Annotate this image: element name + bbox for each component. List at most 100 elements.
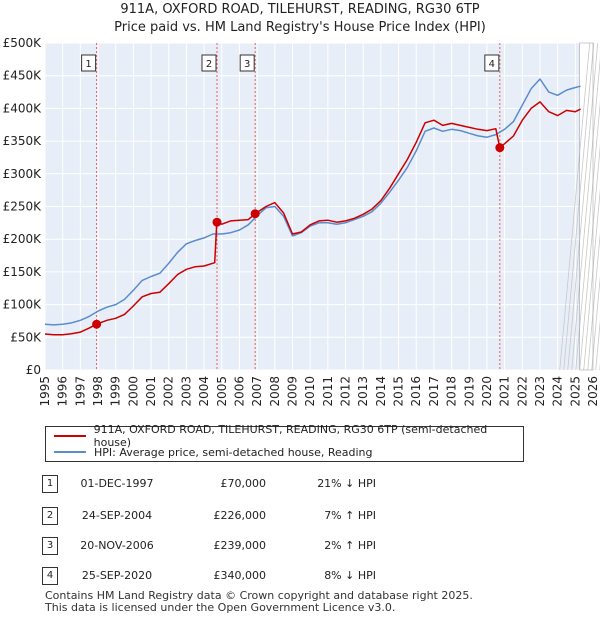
tx-hpi-change: 8% ↓ HPI (324, 569, 376, 582)
tx-price: £239,000 (213, 539, 267, 552)
sale-label-box (81, 54, 97, 72)
sale-label-number: 2 (206, 59, 212, 70)
x-tick-label: 2025 (568, 376, 582, 407)
x-axis: 1995 1996 1997 1998 1999 2000 2001 2002 2003 2004… (38, 376, 600, 407)
x-tick-label: 2009 (285, 376, 299, 407)
sale-label-number: 4 (489, 59, 495, 70)
sale-label-box (239, 54, 255, 72)
x-tick-label: 2022 (515, 376, 529, 407)
x-tick-label: 2002 (162, 376, 176, 407)
y-tick-label: £200K (3, 232, 43, 246)
x-tick-label: 2008 (268, 376, 282, 407)
legend-swatch-property (54, 435, 86, 437)
legend-item-hpi: HPI: Average price, semi-detached house,… (54, 444, 373, 460)
x-tick-label: 2005 (215, 376, 229, 407)
forecast-hatch (575, 101, 600, 371)
x-tick-label: 1997 (73, 376, 87, 407)
x-tick-label: 2019 (462, 376, 476, 407)
x-tick-label: 2012 (339, 376, 353, 407)
series-line-property (44, 101, 581, 336)
y-tick-label: £450K (3, 69, 43, 83)
forecast-hatch (563, 42, 595, 371)
sale-point (92, 319, 102, 329)
chart-subtitle: Price paid vs. HM Land Registry's House … (114, 20, 486, 35)
x-tick-label: 2017 (427, 376, 441, 407)
footer-attribution: Contains HM Land Registry data © Crown c… (45, 590, 473, 614)
sale-labels: 1 2 3 4 (81, 54, 500, 72)
x-tick-label: 2001 (144, 376, 158, 407)
series-line-hpi (44, 78, 581, 326)
forecast-hatch (571, 57, 600, 371)
x-tick-label: 2010 (303, 376, 317, 407)
x-tick-label: 2024 (551, 376, 565, 407)
x-tick-label: 2013 (356, 376, 370, 407)
tx-hpi-change: 21% ↓ HPI (317, 477, 376, 490)
sale-marker-lines (96, 43, 501, 370)
x-tick-label: 2014 (374, 376, 388, 407)
tx-date: 24-SEP-2004 (81, 509, 153, 522)
legend: 911A, OXFORD ROAD, TILEHURST, READING, R… (45, 423, 524, 462)
sale-point (212, 217, 222, 227)
tx-hpi-change: 2% ↑ HPI (324, 539, 376, 552)
x-tick-label: 2020 (480, 376, 494, 407)
tx-price: £340,000 (213, 569, 267, 582)
x-tick-label: 2018 (445, 376, 459, 407)
tx-price: £226,000 (213, 509, 267, 522)
series-lines (44, 78, 581, 336)
y-tick-label: £50K (10, 330, 42, 344)
legend-label-property: 911A, OXFORD ROAD, TILEHURST, READING, R… (93, 423, 488, 449)
sale-label-number: 3 (244, 59, 250, 70)
x-tick-label: 2003 (179, 376, 193, 407)
sale-label-box (484, 54, 500, 72)
tx-date: 25-SEP-2020 (81, 569, 153, 582)
y-tick-label: £350K (3, 134, 43, 148)
y-tick-label: £100K (3, 298, 43, 312)
y-tick-label: £500K (3, 36, 43, 50)
forecast-hatch (567, 42, 599, 371)
forecast-border (579, 42, 594, 371)
tx-hpi-change: 7% ↑ HPI (324, 509, 376, 522)
y-tick-label: £0 (26, 363, 41, 377)
x-tick-label: 1998 (91, 376, 105, 407)
x-tick-label: 2026 (586, 376, 600, 407)
y-tick-label: £250K (3, 200, 43, 214)
tx-price: £70,000 (220, 477, 267, 490)
x-tick-label: 2004 (197, 376, 211, 407)
x-tick-label: 2023 (533, 376, 547, 407)
sale-point (250, 209, 260, 219)
tx-date: 20-NOV-2006 (80, 539, 154, 552)
tx-date: 01-DEC-1997 (80, 477, 154, 490)
forecast-hatch (587, 232, 600, 371)
y-axis: £0 £50K £100K £150K £200K £250K £300K £350K £400… (3, 36, 43, 377)
tx-number-badge: 2 (42, 507, 58, 525)
x-tick-label: 2006 (232, 376, 246, 407)
chart-title: 911A, OXFORD ROAD, TILEHURST, READING, R… (120, 2, 480, 17)
x-tick-label: 2015 (392, 376, 406, 407)
x-tick-label: 2021 (498, 376, 512, 407)
y-tick-label: £400K (3, 101, 43, 115)
footer-line-copyright: Contains HM Land Registry data © Crown c… (45, 589, 473, 602)
forecast-region (559, 42, 600, 371)
x-tick-label: 2000 (126, 376, 140, 407)
legend-item-property: 911A, OXFORD ROAD, TILEHURST, READING, R… (54, 423, 523, 449)
tx-number-badge: 1 (42, 475, 58, 493)
x-tick-label: 2016 (409, 376, 423, 407)
tx-number-badge: 4 (42, 567, 58, 585)
sale-label-box (201, 54, 217, 72)
x-tick-label: 1999 (109, 376, 123, 407)
tx-number-badge: 3 (42, 537, 58, 555)
y-tick-label: £150K (3, 265, 43, 279)
forecast-hatch (583, 188, 600, 371)
price-chart: 1 2 3 4 £0 £50K £100K £150K £200K £250K £300K £350… (3, 36, 600, 407)
sale-point (495, 143, 505, 153)
forecast-hatch (579, 144, 600, 371)
forecast-hatch (591, 275, 600, 371)
forecast-hatch (559, 42, 591, 371)
grid-lines (44, 42, 594, 371)
footer-line-licence: This data is licensed under the Open Gov… (45, 601, 396, 614)
sale-points (92, 143, 505, 329)
x-tick-label: 1995 (38, 376, 52, 407)
legend-swatch-hpi (54, 451, 86, 453)
y-tick-label: £300K (3, 167, 43, 181)
x-tick-label: 2007 (250, 376, 264, 407)
